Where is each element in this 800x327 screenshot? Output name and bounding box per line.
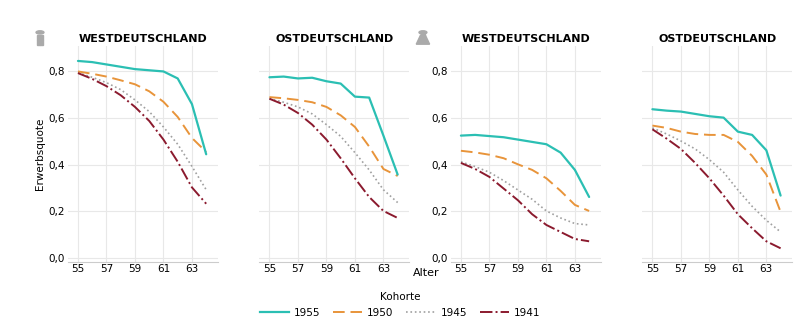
Legend: 1955, 1950, 1945, 1941: 1955, 1950, 1945, 1941 (255, 288, 545, 322)
Y-axis label: Erwerbsquote: Erwerbsquote (34, 117, 45, 190)
Text: Alter: Alter (413, 268, 440, 278)
Title: WESTDEUTSCHLAND: WESTDEUTSCHLAND (78, 34, 207, 43)
Title: OSTDEUTSCHLAND: OSTDEUTSCHLAND (275, 34, 394, 43)
Title: OSTDEUTSCHLAND: OSTDEUTSCHLAND (658, 34, 776, 43)
Title: WESTDEUTSCHLAND: WESTDEUTSCHLAND (462, 34, 590, 43)
